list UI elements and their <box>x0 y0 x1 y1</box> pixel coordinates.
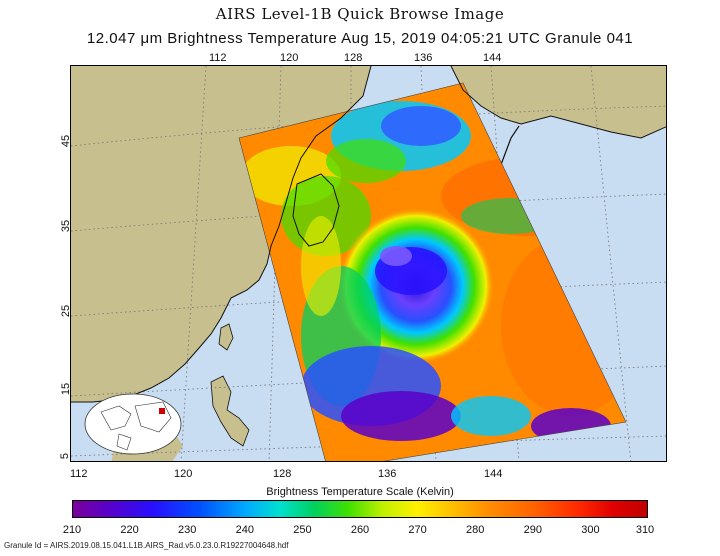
scale-tick-310: 310 <box>635 524 655 536</box>
page-title: AIRS Level-1B Quick Browse Image <box>215 5 505 23</box>
bottom-lon-label-112: 112 <box>70 468 88 480</box>
swath-outline <box>238 82 627 461</box>
granule-id-text: Granule Id = AIRS.2019.08.15.041.L1B.AIR… <box>4 541 289 550</box>
bottom-lon-label-120: 120 <box>174 468 193 480</box>
scale-tick-280: 280 <box>466 524 485 536</box>
taiwan-island <box>218 323 234 351</box>
scale-tick-260: 260 <box>350 524 370 536</box>
scale-tick-240: 240 <box>235 524 254 536</box>
scale-tick-250: 250 <box>293 524 312 536</box>
northeast-asia <box>451 66 666 138</box>
top-lon-label-128: 128 <box>344 52 363 64</box>
scale-tick-270: 270 <box>408 524 427 536</box>
page-subtitle: 12.047 μm Brightness Temperature Aug 15,… <box>86 30 634 47</box>
scale-tick-210: 210 <box>62 524 82 536</box>
bottom-lon-label-128: 128 <box>273 468 292 480</box>
top-lon-label-144: 144 <box>483 52 502 64</box>
coastlines <box>71 66 666 403</box>
top-lon-label-136: 136 <box>414 52 433 64</box>
bottom-lon-label-144: 144 <box>484 468 503 480</box>
scale-tick-290: 290 <box>523 524 542 536</box>
bottom-lon-label-136: 136 <box>378 468 397 480</box>
map-canvas <box>71 66 666 461</box>
scale-tick-300: 300 <box>581 524 600 536</box>
top-lon-label-120: 120 <box>280 52 299 64</box>
airs-swath <box>239 83 626 461</box>
world-map-inset-icon <box>84 393 182 455</box>
scale-title: Brightness Temperature Scale (Kelvin) <box>266 486 454 498</box>
map-panel <box>70 65 667 462</box>
scale-tick-230: 230 <box>178 524 197 536</box>
top-lon-label-112: 112 <box>209 52 227 64</box>
scale-tick-220: 220 <box>120 524 139 536</box>
temperature-colorbar <box>72 500 648 518</box>
